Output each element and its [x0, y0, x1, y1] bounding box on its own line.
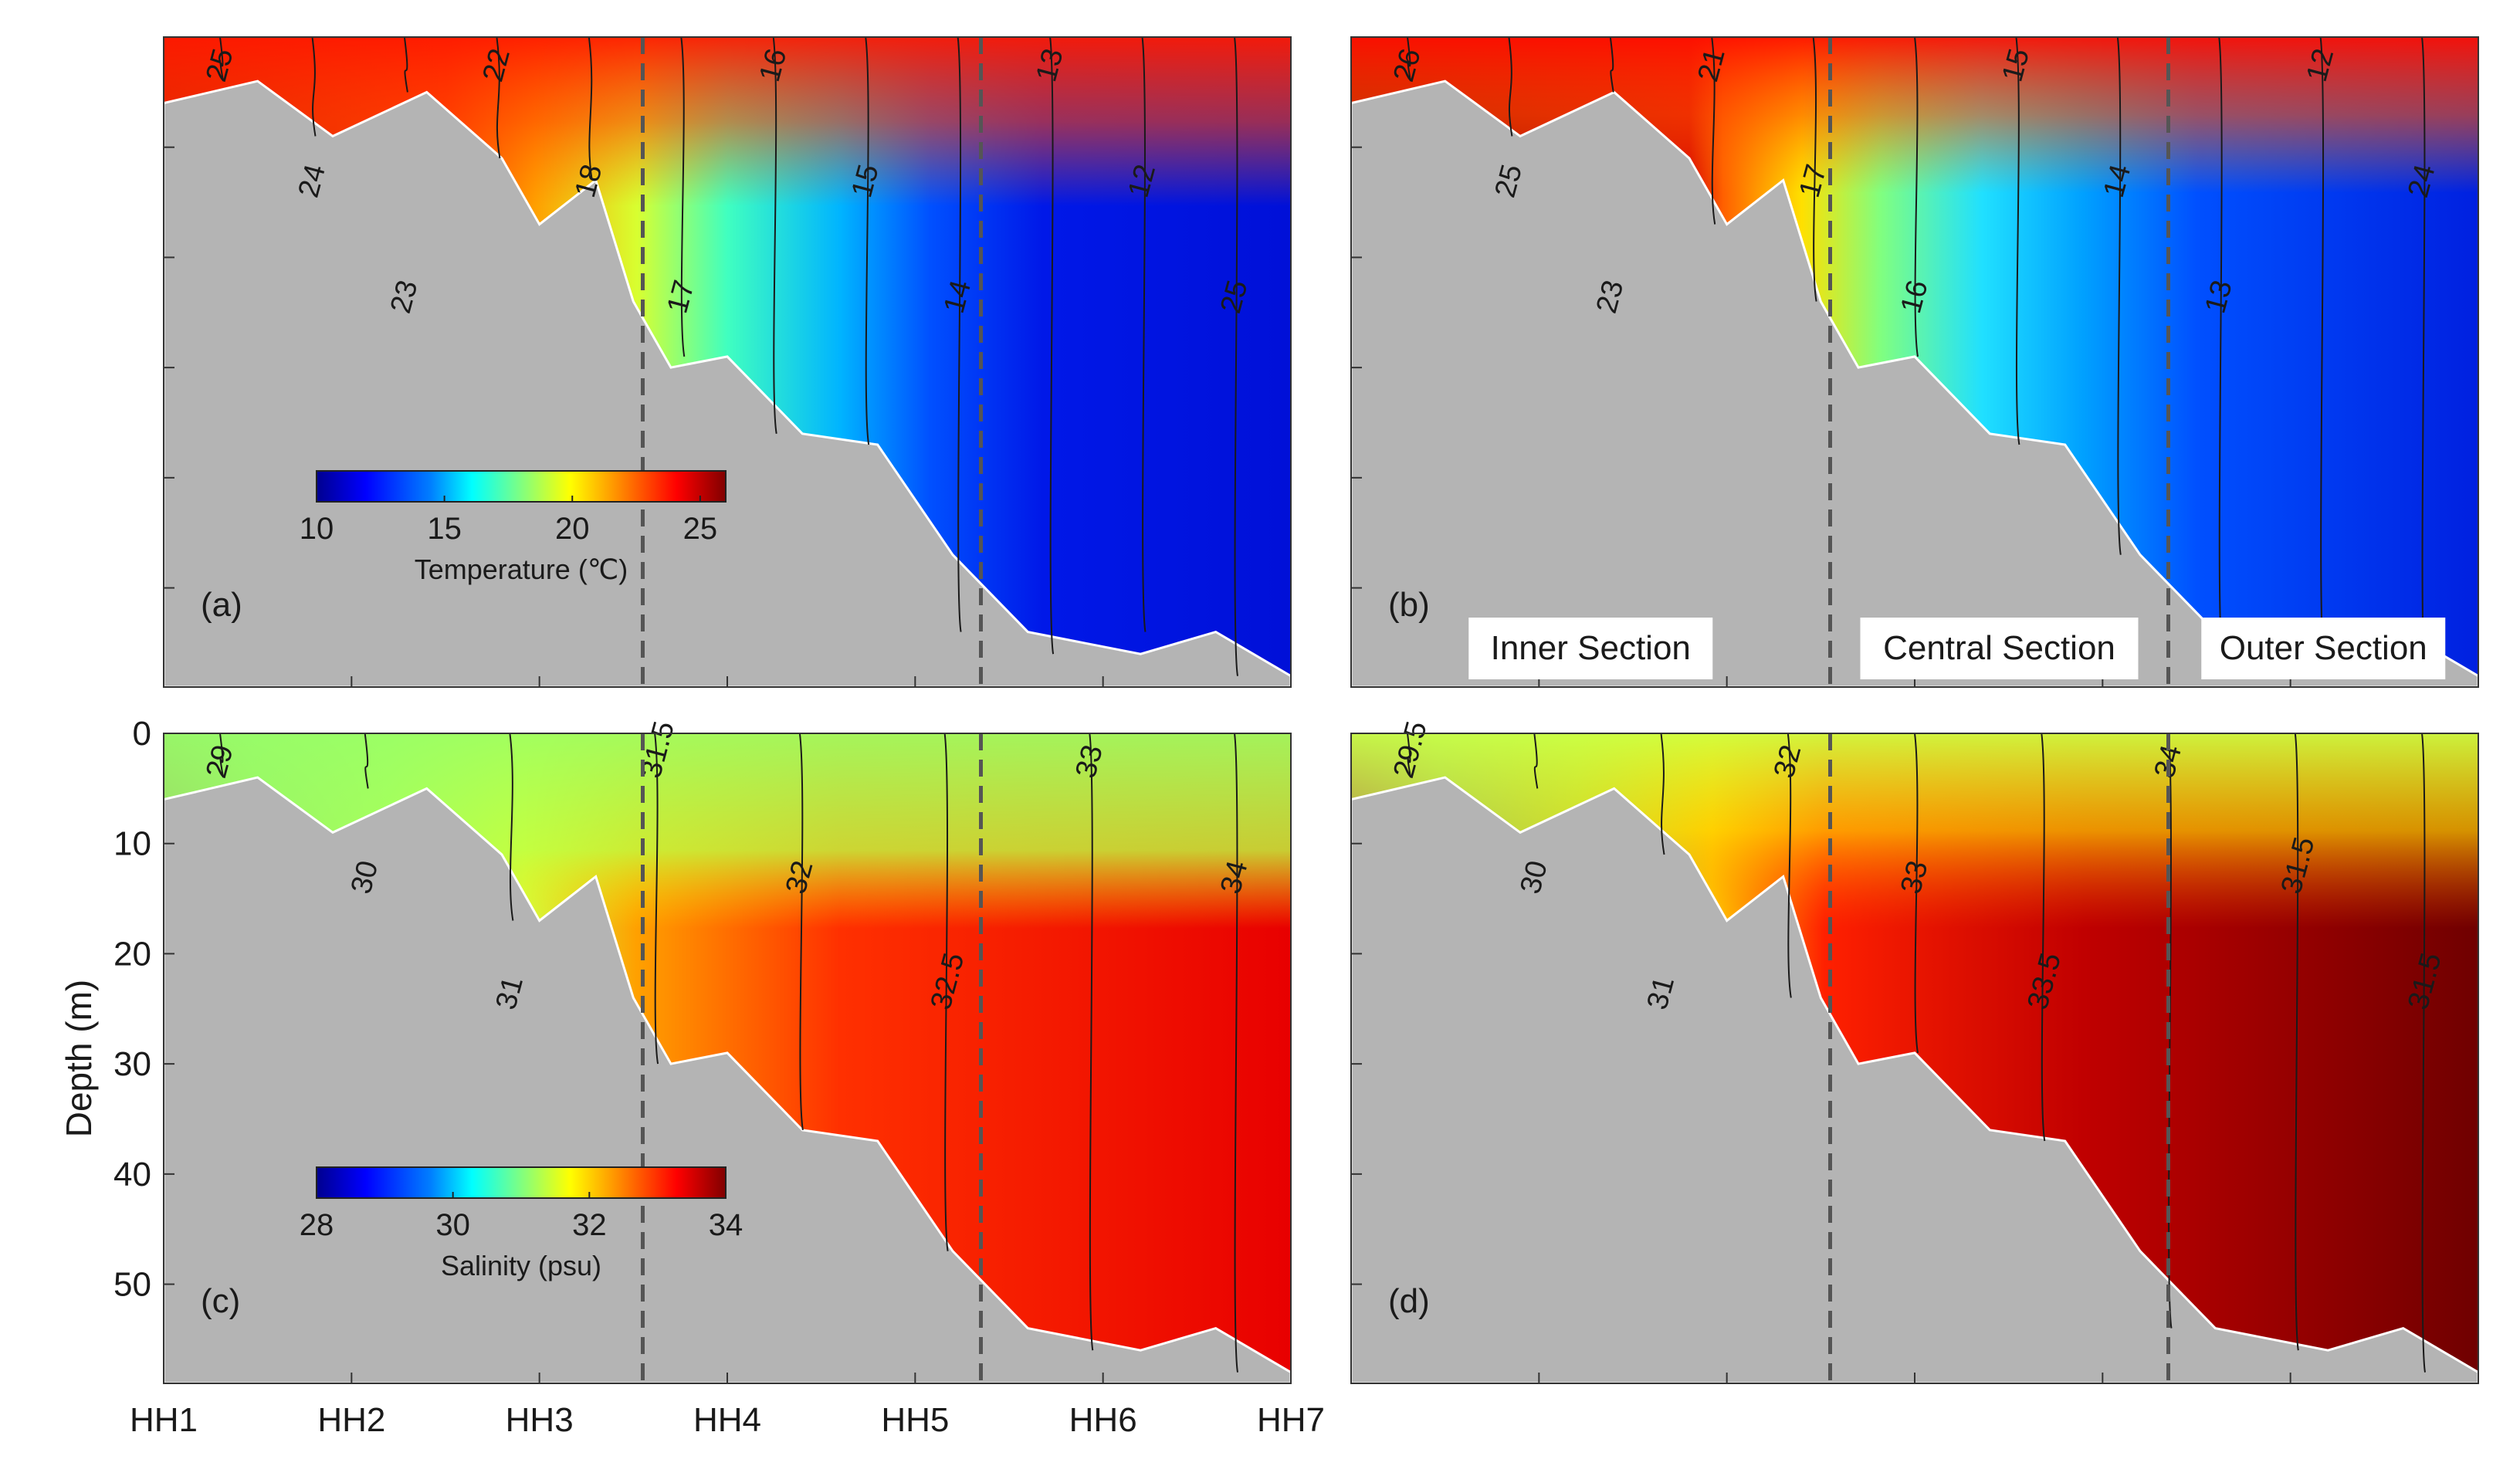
- bathymetry-land: [162, 80, 1292, 689]
- bathymetry-land: [162, 776, 1292, 1385]
- contour-line: [219, 733, 224, 778]
- contour-line: [2218, 36, 2224, 655]
- y-tick-label: 0: [133, 715, 151, 753]
- section-label: Outer Section: [2220, 629, 2427, 667]
- x-tick-label: HH2: [317, 1401, 385, 1439]
- contour-line: [364, 733, 369, 789]
- bathymetry-land: [1350, 776, 2480, 1385]
- contour-line: [1711, 36, 1716, 225]
- section-label-box: [1468, 618, 1713, 679]
- section-label-box: [2201, 618, 2446, 679]
- contour-line: [2319, 36, 2325, 655]
- y-tick-label: 20: [113, 935, 151, 973]
- contour-line: [1533, 733, 1539, 789]
- contour-line: [1141, 36, 1147, 632]
- panel-label: (c): [201, 1282, 240, 1320]
- y-tick-label: 10: [113, 825, 151, 863]
- contour-line: [1660, 733, 1665, 855]
- section-label-box: [1860, 618, 2139, 679]
- contour-line: [2294, 733, 2299, 1351]
- contour-line: [2116, 36, 2122, 555]
- colorbar-tick-label: 20: [555, 512, 590, 546]
- colorbar-title: Salinity (psu): [441, 1250, 601, 1281]
- colorbar-tick-label: 28: [300, 1208, 334, 1242]
- colorbar-tick-label: 10: [300, 512, 334, 546]
- contour-line: [865, 36, 870, 445]
- panel-label: (d): [1388, 1282, 1430, 1320]
- y-tick-label: 40: [113, 1156, 151, 1193]
- colorbar-tick-label: 34: [709, 1208, 743, 1242]
- contour-line: [1914, 733, 1919, 1054]
- contour-line: [1914, 36, 1919, 357]
- section-label: Central Section: [1883, 629, 2115, 667]
- contour-line: [2015, 36, 2020, 445]
- colorbar-scale: [316, 470, 727, 503]
- colorbar-tick-label: 15: [427, 512, 462, 546]
- contour-line: [1508, 36, 1513, 137]
- contour-line: [403, 36, 408, 93]
- contour-line: [2421, 733, 2426, 1373]
- x-tick-label: HH1: [130, 1401, 198, 1439]
- contour-line: [798, 733, 804, 1130]
- x-tick-label: HH6: [1069, 1401, 1137, 1439]
- colorbar: 10 15 20 25 Temperature (℃): [300, 470, 727, 585]
- contour-line: [1049, 36, 1055, 655]
- contour-line: [1787, 733, 1792, 998]
- y-tick-label: 30: [113, 1045, 151, 1083]
- colorbar: 28 30 32 34 Salinity (psu): [300, 1166, 743, 1281]
- y-axis-title: Depth (m): [59, 980, 99, 1137]
- x-tick-label: HH4: [693, 1401, 761, 1439]
- colorbar-scale: [316, 1166, 727, 1199]
- contour-line: [588, 36, 593, 181]
- x-tick-label: HH3: [506, 1401, 574, 1439]
- contour-line: [1407, 36, 1411, 82]
- colorbar-tick-label: 25: [683, 512, 718, 546]
- contour-line: [311, 36, 317, 137]
- contour-line: [772, 36, 777, 434]
- contour-line: [1234, 733, 1238, 1373]
- contour-line: [219, 36, 224, 82]
- colorbar-tick-label: 32: [572, 1208, 607, 1242]
- contour-line: [1812, 36, 1817, 302]
- contour-line: [1234, 36, 1238, 676]
- contour-line: [1609, 36, 1614, 93]
- contour-line: [957, 36, 962, 632]
- contour-line: [2041, 733, 2046, 1142]
- y-tick-label: 50: [113, 1266, 151, 1304]
- contour-line: [1407, 733, 1411, 778]
- contour-line: [509, 733, 514, 921]
- panel-label: (a): [201, 586, 242, 624]
- contour-line: [1089, 733, 1094, 1351]
- contour-line: [680, 36, 686, 357]
- colorbar-tick-label: 30: [435, 1208, 470, 1242]
- panel-label: (b): [1388, 586, 1430, 624]
- contour-line: [943, 733, 949, 1251]
- colorbar-title: Temperature (℃): [415, 554, 628, 585]
- x-tick-label: HH7: [1257, 1401, 1325, 1439]
- section-label: Inner Section: [1491, 629, 1691, 667]
- contour-line: [654, 733, 659, 1065]
- contour-line: [496, 36, 501, 159]
- x-tick-label: HH5: [881, 1401, 949, 1439]
